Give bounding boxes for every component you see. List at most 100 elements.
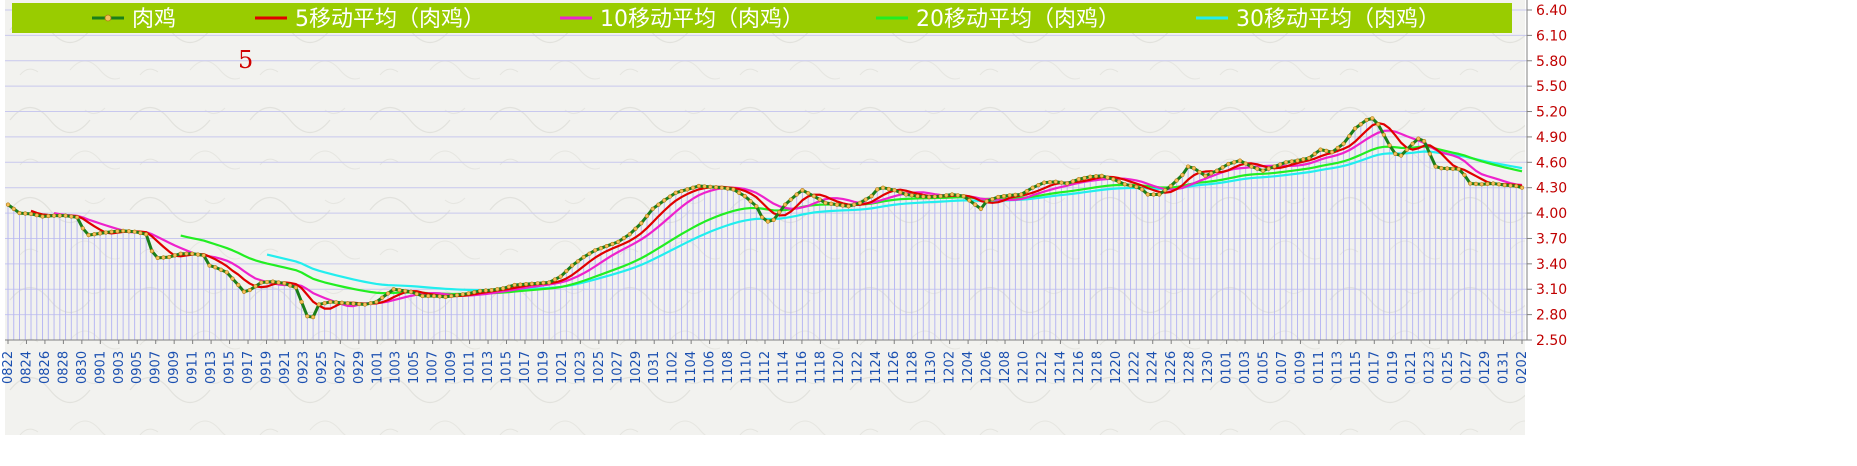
xtick-label: 1202 <box>943 351 958 384</box>
xtick-label: 0826 <box>38 351 53 384</box>
xtick-label: 1112 <box>758 351 773 384</box>
price-point <box>541 280 546 285</box>
price-point <box>690 185 696 190</box>
xtick-label: 1128 <box>906 351 921 384</box>
xtick-label: 0921 <box>278 351 293 384</box>
xtick-label: 1106 <box>703 351 718 384</box>
price-point <box>644 213 650 219</box>
xtick-label: 0923 <box>296 351 311 384</box>
price-point <box>633 226 638 231</box>
price-point <box>1024 188 1030 194</box>
ytick-label: 2.80 <box>1536 308 1567 324</box>
price-point <box>247 287 252 293</box>
price-point <box>1047 180 1053 185</box>
price-point <box>696 183 701 189</box>
price-point <box>518 282 523 287</box>
price-point <box>1145 192 1150 197</box>
price-point <box>1352 126 1358 131</box>
price-point <box>1076 177 1081 182</box>
price-point <box>1416 136 1421 141</box>
price-point <box>736 190 742 195</box>
price-point <box>1427 151 1432 156</box>
price-point <box>1508 183 1513 188</box>
xtick-label: 0117 <box>1367 351 1382 384</box>
xtick-label: 1023 <box>573 351 588 384</box>
price-point <box>921 194 926 199</box>
price-point <box>909 193 914 198</box>
price-point <box>852 202 857 207</box>
xtick-label: 1228 <box>1183 351 1198 384</box>
ytick-label: 5.20 <box>1536 105 1567 121</box>
xtick-label: 0830 <box>75 351 90 384</box>
price-point <box>823 200 828 206</box>
xtick-label: 1005 <box>407 351 422 384</box>
xtick-label: 1027 <box>610 351 625 384</box>
price-point <box>184 251 189 256</box>
price-point <box>1381 132 1386 137</box>
price-point <box>949 192 955 197</box>
xtick-label: 0202 <box>1515 351 1530 384</box>
price-point <box>132 229 137 234</box>
price-point <box>1468 181 1473 186</box>
price-point <box>1065 181 1070 186</box>
price-point <box>138 230 143 236</box>
price-point <box>834 202 840 207</box>
price-point <box>1364 117 1369 123</box>
price-point <box>656 202 661 207</box>
xtick-label: 0822 <box>1 351 16 384</box>
price-point <box>1030 185 1035 190</box>
price-point <box>760 215 765 220</box>
price-point <box>98 231 103 236</box>
price-point <box>362 302 368 307</box>
price-point <box>483 288 488 293</box>
price-point <box>961 194 966 199</box>
price-point <box>708 184 713 189</box>
price-point <box>460 292 465 297</box>
ytick-label: 3.70 <box>1536 231 1567 247</box>
price-point <box>1093 174 1099 179</box>
xtick-label: 0919 <box>259 351 274 384</box>
price-point <box>23 211 28 216</box>
price-point <box>241 289 247 294</box>
price-point <box>1082 175 1087 181</box>
price-point <box>667 194 673 199</box>
price-point <box>161 255 166 260</box>
price-point <box>996 194 1001 200</box>
xtick-label: 1220 <box>1109 351 1124 384</box>
xtick-label: 1013 <box>481 351 496 384</box>
price-point <box>846 204 851 209</box>
price-point <box>1059 180 1064 185</box>
price-point <box>685 187 690 192</box>
price-point <box>1496 182 1502 187</box>
price-point <box>984 199 989 204</box>
price-point <box>1519 185 1525 190</box>
ytick-label: 2.50 <box>1536 333 1567 349</box>
price-point <box>218 267 224 272</box>
price-point <box>1502 183 1507 188</box>
xtick-label: 1216 <box>1072 351 1087 384</box>
price-point <box>1393 151 1398 156</box>
price-point <box>1278 162 1283 167</box>
xtick-label: 1007 <box>426 351 441 384</box>
price-point <box>725 186 730 191</box>
price-point <box>1111 177 1116 182</box>
xtick-label: 1025 <box>592 351 607 384</box>
price-point <box>500 286 506 291</box>
xtick-label: 1029 <box>629 351 644 384</box>
price-point <box>195 252 201 257</box>
price-point <box>558 274 563 279</box>
price-point <box>397 287 402 293</box>
price-point <box>63 213 68 218</box>
price-point <box>293 285 298 290</box>
price-point <box>357 301 362 307</box>
price-point <box>506 284 511 289</box>
price-point <box>955 193 960 198</box>
price-point <box>1001 194 1007 199</box>
price-point <box>1237 158 1243 163</box>
ytick-label: 4.00 <box>1536 206 1567 222</box>
xtick-label: 1210 <box>1016 351 1031 384</box>
price-point <box>408 289 414 294</box>
price-point <box>1042 180 1047 185</box>
legend-label-ma5: 5移动平均（肉鸡） <box>295 7 485 32</box>
